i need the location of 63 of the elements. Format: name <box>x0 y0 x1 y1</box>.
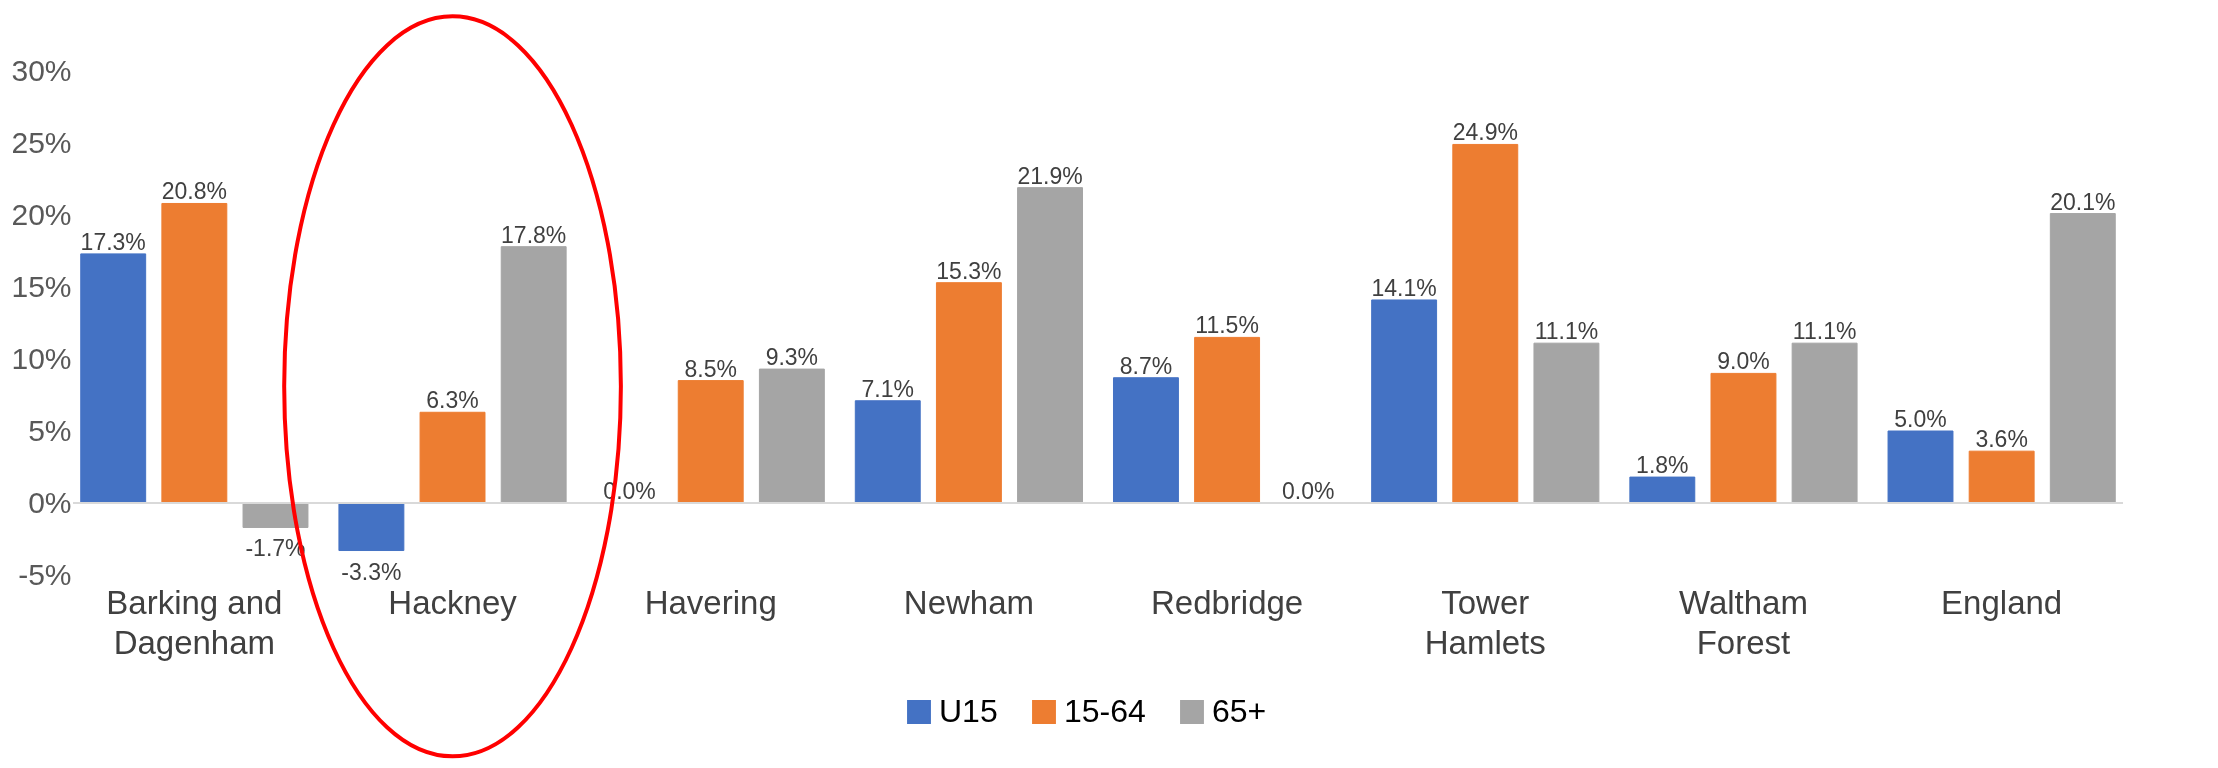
x-tick-label: Newham <box>903 583 1035 621</box>
bar <box>758 368 825 504</box>
bar <box>80 253 147 504</box>
data-label: 8.7% <box>1119 352 1173 379</box>
bar <box>1194 336 1261 504</box>
data-label: 11.1% <box>1534 318 1599 345</box>
legend-label: 15-64 <box>1064 693 1146 729</box>
data-label: 9.0% <box>1717 348 1770 375</box>
data-label: 5.0% <box>1894 406 1947 432</box>
data-label: 14.1% <box>1371 274 1437 301</box>
bar <box>1887 430 1954 504</box>
y-tick-label: 25% <box>11 125 72 159</box>
y-tick-label: 30% <box>11 53 72 87</box>
data-label: 21.9% <box>1017 162 1083 189</box>
data-label: 15.3% <box>936 257 1002 284</box>
bar <box>677 380 744 504</box>
data-label: 11.1% <box>1792 318 1857 345</box>
bar <box>1112 377 1179 504</box>
x-tick-label: Hackney <box>388 583 518 621</box>
bar <box>1017 187 1084 504</box>
bar <box>935 282 1002 504</box>
data-label: 7.1% <box>861 375 914 402</box>
bar <box>1629 476 1696 504</box>
data-label: 17.8% <box>501 221 567 248</box>
y-tick-label: 0% <box>28 485 72 519</box>
data-label: 11.5% <box>1195 312 1259 339</box>
y-tick-label: 10% <box>11 341 72 375</box>
x-tick-label: Waltham Forest <box>1678 583 1808 661</box>
bar <box>242 502 309 528</box>
data-label: 3.6% <box>1975 426 2028 453</box>
x-tick-label: England <box>1941 583 2063 621</box>
bar <box>500 246 567 504</box>
bar <box>1533 342 1600 504</box>
data-label: 20.1% <box>2050 188 2116 215</box>
legend-label: 65+ <box>1212 693 1267 729</box>
data-label: 24.9% <box>1452 119 1518 146</box>
data-label: 20.8% <box>161 178 227 205</box>
bar <box>338 502 405 552</box>
y-tick-label: -5% <box>18 557 72 591</box>
bar <box>1791 342 1858 504</box>
x-tick-label: Redbridge <box>1150 583 1304 621</box>
legend-label: U15 <box>939 693 998 729</box>
bar <box>1710 372 1777 504</box>
data-label: -3.3% <box>341 558 402 585</box>
data-label: 1.8% <box>1636 452 1689 479</box>
bar <box>419 411 486 504</box>
data-label: 9.3% <box>765 344 819 371</box>
bar <box>2049 213 2116 504</box>
bar <box>1968 450 2035 504</box>
y-tick-label: 5% <box>28 413 72 447</box>
data-label: 8.5% <box>684 355 737 382</box>
data-label: 17.3% <box>80 228 146 255</box>
data-label: 0.0% <box>1282 478 1335 504</box>
x-tick-label: Havering <box>644 583 777 621</box>
y-tick-label: 20% <box>11 197 72 231</box>
bar <box>161 202 228 504</box>
bar <box>1452 143 1519 504</box>
x-tick-label: Barking and Dagenham <box>106 583 283 661</box>
y-tick-label: 15% <box>11 269 72 303</box>
bar <box>1371 299 1438 504</box>
bar <box>854 400 921 504</box>
data-label: 6.3% <box>426 387 479 414</box>
x-tick-label: Tower Hamlets <box>1424 583 1546 661</box>
